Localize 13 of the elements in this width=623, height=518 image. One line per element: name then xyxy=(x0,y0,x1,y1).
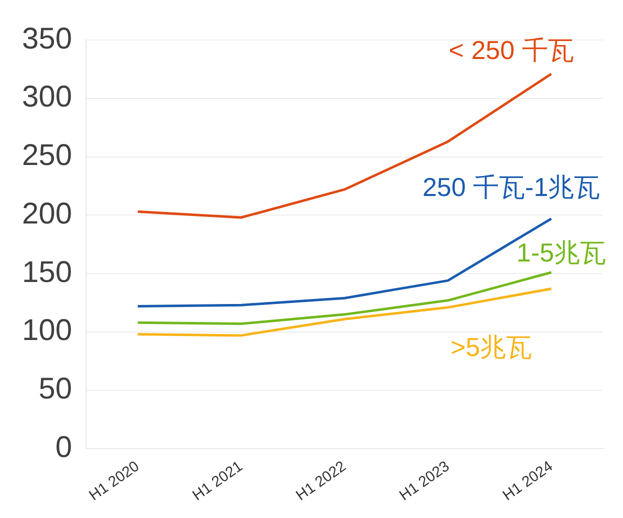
y-tick-label: 350 xyxy=(22,22,72,56)
x-tick-label: H1 2021 xyxy=(190,458,246,504)
series-label: >5兆瓦 xyxy=(450,332,532,362)
y-tick-label: 200 xyxy=(22,197,72,230)
y-tick-label: 50 xyxy=(38,372,72,406)
y-tick-label: 150 xyxy=(22,256,72,289)
series-label: < 250 千瓦 xyxy=(448,35,574,66)
y-tick-label: 100 xyxy=(22,314,72,348)
series-label: 250 千瓦-1兆瓦 xyxy=(422,172,600,202)
y-tick-label: 0 xyxy=(55,430,72,464)
y-tick-label: 300 xyxy=(22,80,72,114)
y-tick-label: 250 xyxy=(22,139,72,172)
series-label: 1-5兆瓦 xyxy=(516,238,606,268)
